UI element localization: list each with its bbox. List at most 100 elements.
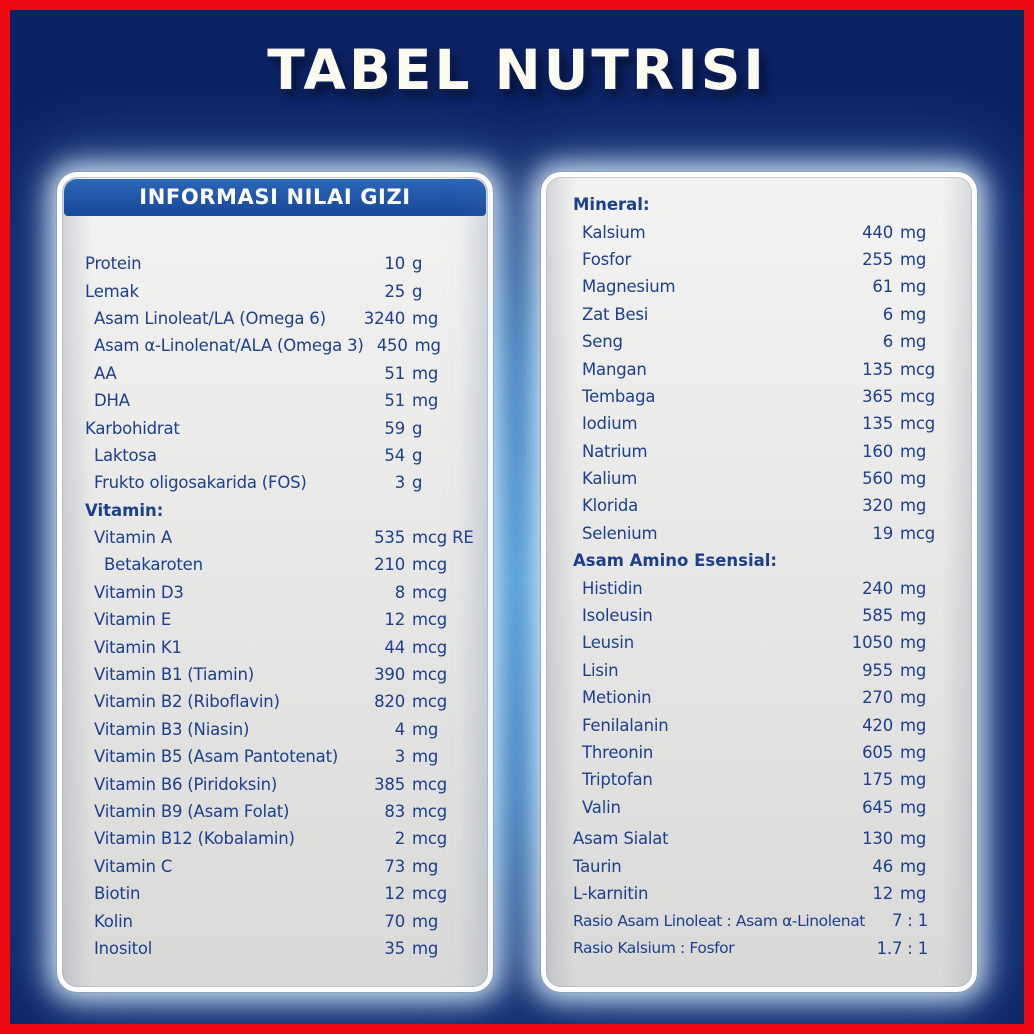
nutrient-unit: mg [900,715,927,735]
nutrient-value: 44 [384,637,405,657]
nutrient-row: Tembaga 365 mcg [570,383,956,410]
nutrient-unit: mg [412,308,439,328]
nutrient-label: Vitamin D3 [94,582,184,602]
nutrient-value: 12 [384,610,405,630]
nutrient-label: Vitamin B5 (Asam Pantotenat) [94,747,339,767]
nutrient-value: 320 [862,496,893,516]
nutrient-value: 365 [862,386,893,406]
nutrient-row: Histidin 240 mg [570,574,956,601]
nutrient-value: 160 [862,441,893,461]
nutrient-unit: mg [900,222,927,242]
nutrient-row: Vitamin B2 (Riboflavin) 820 mcg [82,688,474,715]
nutrient-row: Vitamin B12 (Kobalamin) 2 mcg [82,825,474,852]
nutrient-label: Asam α-Linolenat/ALA (Omega 3) [94,336,364,356]
nutrient-label: L-karnitin [573,883,649,903]
nutrient-unit: g [412,281,423,301]
nutrient-row: Threonin 605 mg [570,739,956,766]
nutrient-label: Asam Linoleat/LA (Omega 6) [94,308,326,328]
nutrient-unit: mcg [412,582,448,602]
nutrient-unit: mg [412,938,439,958]
nutrient-value: 19 [872,523,893,543]
nutrient-label: Fosfor [582,249,632,269]
nutrient-unit: mcg [412,829,448,849]
nutrient-ratio-value: 7 : 1 [891,911,928,931]
nutrient-row: DHA 51 mg [82,387,474,414]
nutrient-value: 12 [384,884,405,904]
nutrient-value: 135 [862,359,893,379]
nutrient-label: Vitamin B6 (Piridoksin) [94,774,278,794]
nutrient-value: 955 [862,660,893,680]
right-panel-rows: Mineral: Kalsium 440 mg Fosfor 255 mg Magnesium… [546,177,972,962]
nutrient-label: Kalium [582,469,638,489]
nutrient-unit: mcg [412,637,448,657]
nutrient-unit: g [412,418,423,438]
nutrient-unit: g [412,254,423,274]
section-header-row: Asam Amino Esensial: [570,547,956,574]
nutrient-value: 450 [376,336,408,356]
nutrient-row: Asam α-Linolenat/ALA (Omega 3) 450 mg [82,332,474,359]
nutrient-value: 535 [374,528,405,548]
nutrient-label: Iodium [582,414,638,434]
nutrient-unit: mcg [900,523,936,543]
nutrient-row: Protein 10 g [82,250,474,277]
nutrient-row: Karbohidrat 59 g [82,414,474,441]
right-panel: Mineral: Kalsium 440 mg Fosfor 255 mg Magnesium… [541,172,977,992]
nutrient-row: Asam Linoleat/LA (Omega 6) 3240 mg [82,305,474,332]
nutrient-row: L-karnitin 12 mg [570,880,956,907]
nutrient-value: 4 [394,719,406,739]
nutrient-unit: mg [900,633,927,653]
nutrient-label: Selenium [582,523,658,543]
nutrient-value: 3240 [363,308,405,328]
nutrient-label: Threonin [582,743,654,762]
nutrient-row: Seng 6 mg [570,328,956,355]
nutrient-row: Vitamin C 73 mg [82,853,474,880]
nutrient-unit: mcg [412,555,448,575]
nutrient-label: Kolin [94,911,133,931]
nutrient-label: Mangan [582,359,647,379]
nutrient-label: Leusin [582,633,634,653]
nutrient-label: Karbohidrat [85,418,180,438]
nutrient-value: 83 [384,802,405,821]
nutrient-value: 255 [862,249,893,269]
nutrient-row: Laktosa 54 g [82,442,474,469]
nutrient-label: Rasio Asam Linoleat : Asam α-Linolenat [573,911,865,930]
nutrient-label: Protein [85,254,142,274]
nutrient-value: 3 [394,747,406,767]
nutrient-value: 61 [872,277,893,297]
nutrient-unit: mg [900,856,927,876]
nutrient-row: Vitamin D3 8 mcg [82,579,474,606]
nutrient-value: 240 [862,578,893,598]
nutrient-label: Seng [582,332,623,352]
nutrient-row: Vitamin B9 (Asam Folat) 83 mcg [82,798,474,825]
nutrient-value: 70 [384,911,405,931]
nutrient-unit: mg [900,660,927,680]
nutrient-label: Laktosa [94,445,157,465]
nutrient-row: Klorida 320 mg [570,492,956,519]
nutrient-row: Rasio Kalsium : Fosfor 1.7 : 1 [570,935,956,962]
nutrient-unit: mcg RE [412,528,474,548]
nutrient-label: Vitamin E [94,610,172,630]
nutrient-value: 35 [384,938,405,958]
nutrient-value: 1050 [851,633,893,653]
nutrient-value: 59 [384,418,405,438]
nutrient-label: Zat Besi [582,304,649,324]
nutrient-row: Zat Besi 6 mg [570,301,956,328]
nutrient-unit: mcg [412,774,448,794]
nutrient-ratio-value: 1.7 : 1 [876,938,929,958]
nutrient-unit: mg [412,363,439,383]
nutrient-label: Klorida [582,496,639,516]
nutrient-unit: mg [900,688,927,708]
nutrient-label: Vitamin K1 [94,637,182,657]
nutrient-unit: mg [412,911,439,931]
nutrient-unit: mg [900,829,927,849]
nutrient-label: Vitamin B9 (Asam Folat) [94,802,290,821]
nutrient-value: 820 [374,692,405,712]
nutrient-row: Mangan 135 mcg [570,355,956,382]
nutrient-row: Natrium 160 mg [570,438,956,465]
nutrient-label: Inositol [94,938,153,958]
nutrient-label: Vitamin B2 (Riboflavin) [94,692,280,712]
nutrient-row: Metionin 270 mg [570,684,956,711]
nutrient-row: Kalsium 440 mg [570,218,956,245]
nutrient-label: Lisin [582,660,619,680]
nutrient-unit: mg [900,883,927,903]
